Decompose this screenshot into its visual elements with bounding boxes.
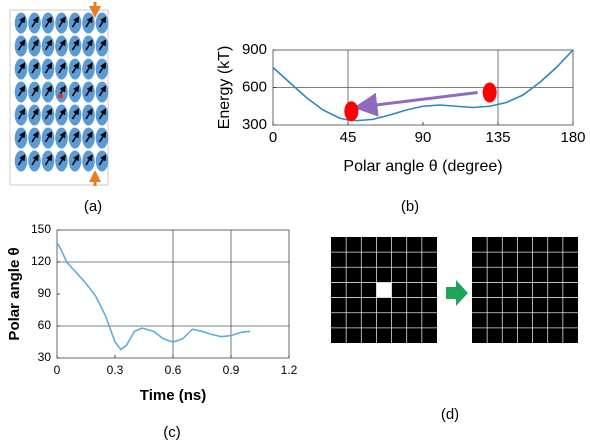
spin-arrow	[98, 85, 107, 97]
x-tick-label: 180	[560, 129, 585, 146]
spin-arrow	[98, 39, 107, 51]
y-tick-label: 30	[38, 350, 52, 364]
y-tick-label: 900	[242, 41, 267, 58]
spin-arrow	[44, 39, 53, 51]
x-tick-label: 0	[269, 129, 277, 146]
spin-array	[14, 12, 109, 172]
spin-arrow	[71, 154, 80, 166]
spin-arrow	[31, 39, 39, 51]
spin-arrow	[17, 16, 26, 28]
spin-arrow	[98, 154, 107, 166]
spin-arrow	[71, 108, 80, 120]
spin-arrow	[31, 131, 39, 143]
spin-arrow	[98, 131, 107, 143]
spin-arrow	[71, 39, 80, 51]
spin-arrow	[17, 39, 26, 51]
x-tick-label: 135	[485, 129, 510, 146]
spin-arrow	[44, 62, 53, 74]
pixel-grids	[331, 237, 578, 343]
spin-arrow	[44, 108, 53, 120]
spin-arrow	[58, 108, 66, 120]
y-tick-label: 600	[242, 78, 267, 95]
panel-a-frame	[9, 9, 109, 186]
data-line	[272, 49, 574, 122]
spin-arrow	[31, 154, 39, 166]
spin-arrow	[98, 16, 107, 28]
spin-arrow	[85, 131, 93, 143]
x-axis-label: Polar angle θ (degree)	[343, 158, 502, 175]
spin-arrow	[85, 108, 93, 120]
pixel-grid	[472, 237, 578, 343]
spin-arrow	[85, 39, 93, 51]
spin-arrow	[31, 108, 39, 120]
spin-arrow	[71, 131, 80, 143]
spin-arrow	[17, 108, 26, 120]
y-tick-label: 150	[31, 222, 51, 236]
spin-arrow	[17, 131, 26, 143]
spin-arrow	[85, 85, 93, 97]
spin-arrow	[58, 154, 66, 166]
x-tick-label: 0	[54, 363, 61, 377]
spin-arrow	[44, 131, 53, 143]
spin-arrow	[85, 16, 93, 28]
spin-arrow	[71, 16, 80, 28]
red-spin	[58, 93, 63, 99]
x-tick-label: 0.9	[223, 363, 240, 377]
panel-label: (a)	[84, 198, 102, 215]
spin-arrow	[58, 131, 66, 143]
x-tick-label: 45	[340, 129, 357, 146]
spin-arrow	[31, 62, 39, 74]
spin-arrow	[44, 154, 53, 166]
x-axis-label: Time (ns)	[140, 387, 206, 404]
y-tick-label: 90	[38, 286, 52, 300]
spin-arrow	[44, 85, 53, 97]
panel-label: (b)	[401, 198, 419, 215]
spin-arrow	[85, 62, 93, 74]
panel-label: (c)	[163, 424, 181, 441]
red-marker	[482, 82, 497, 103]
spin-arrow	[17, 62, 26, 74]
data-line	[56, 242, 251, 351]
y-tick-label: 120	[31, 254, 51, 268]
x-tick-label: 0.3	[107, 363, 124, 377]
y-tick-label: 60	[38, 318, 52, 332]
spin-arrow	[58, 39, 66, 51]
y-tick-label: 300	[242, 116, 267, 133]
x-tick-label: 0.6	[165, 363, 182, 377]
green-arrow	[446, 280, 468, 306]
red-marker	[344, 101, 359, 122]
y-axis-label: Polar angle θ	[6, 247, 23, 340]
spin-arrow	[17, 154, 26, 166]
y-axis-label: Energy (kT)	[216, 46, 233, 130]
x-tick-label: 90	[415, 129, 432, 146]
spin-arrow	[31, 16, 39, 28]
spin-arrow	[58, 62, 66, 74]
spin-arrow	[31, 85, 39, 97]
spin-arrow	[98, 62, 107, 74]
white-pixel	[376, 282, 392, 298]
spin-arrow	[98, 108, 107, 120]
spin-arrow	[71, 62, 80, 74]
spin-arrow	[85, 154, 93, 166]
spin-arrow	[44, 16, 53, 28]
purple-arrow	[353, 91, 478, 117]
x-tick-label: 1.2	[281, 363, 298, 377]
spin-arrow	[71, 85, 80, 97]
panel-label: (d)	[441, 406, 459, 423]
spin-arrow	[17, 85, 26, 97]
spin-arrow	[58, 16, 66, 28]
